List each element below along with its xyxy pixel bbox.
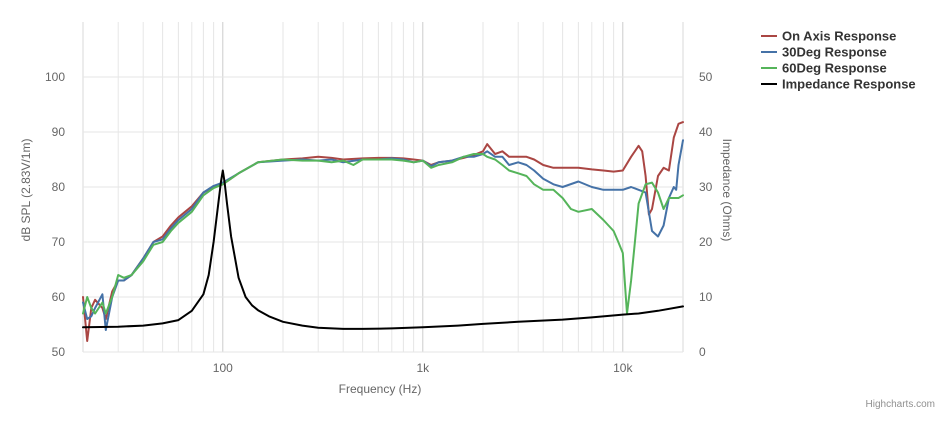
legend-item-impedance-response[interactable]: Impedance Response <box>761 77 916 92</box>
y-axis-right-title: Impedance (Ohms) <box>720 139 734 242</box>
x-tick-label: 1k <box>416 361 430 375</box>
y-right-tick-label: 50 <box>699 70 713 84</box>
x-axis-title: Frequency (Hz) <box>339 382 422 396</box>
credits-link[interactable]: Highcharts.com <box>866 399 935 410</box>
legend-label: On Axis Response <box>782 29 896 44</box>
y-axis-left-title: dB SPL (2.83V/1m) <box>19 139 33 242</box>
y-right-tick-label: 10 <box>699 290 713 304</box>
legend-item-60deg-response[interactable]: 60Deg Response <box>761 61 887 76</box>
y-right-tick-label: 0 <box>699 345 706 359</box>
y-left-tick-label: 60 <box>52 290 66 304</box>
x-tick-label: 100 <box>213 361 233 375</box>
y-left-tick-label: 70 <box>52 235 66 249</box>
legend-label: Impedance Response <box>782 77 916 92</box>
legend-label: 60Deg Response <box>782 61 887 76</box>
x-tick-label: 10k <box>613 361 633 375</box>
y-right-tick-label: 30 <box>699 180 713 194</box>
legend-item-30deg-response[interactable]: 30Deg Response <box>761 45 887 60</box>
y-right-tick-label: 20 <box>699 235 713 249</box>
major-gridlines <box>82 22 684 353</box>
y-left-tick-label: 100 <box>45 70 65 84</box>
series-line-on-axis-response <box>82 121 684 342</box>
series-line-60deg-response <box>82 153 684 315</box>
y-left-tick-label: 80 <box>52 180 66 194</box>
y-left-tick-label: 50 <box>52 345 66 359</box>
right-axis-ticks: 0 10 20 30 40 50 <box>699 70 713 359</box>
x-axis-ticks: 100 1k 10k <box>213 361 634 375</box>
legend-label: 30Deg Response <box>782 45 887 60</box>
legend-item-on-axis-response[interactable]: On Axis Response <box>761 29 896 44</box>
left-axis-ticks: 50 60 70 80 90 100 <box>45 70 65 359</box>
y-right-tick-label: 40 <box>699 125 713 139</box>
series-layer <box>82 121 684 342</box>
series-line-impedance-response <box>82 169 684 330</box>
y-left-tick-label: 90 <box>52 125 66 139</box>
